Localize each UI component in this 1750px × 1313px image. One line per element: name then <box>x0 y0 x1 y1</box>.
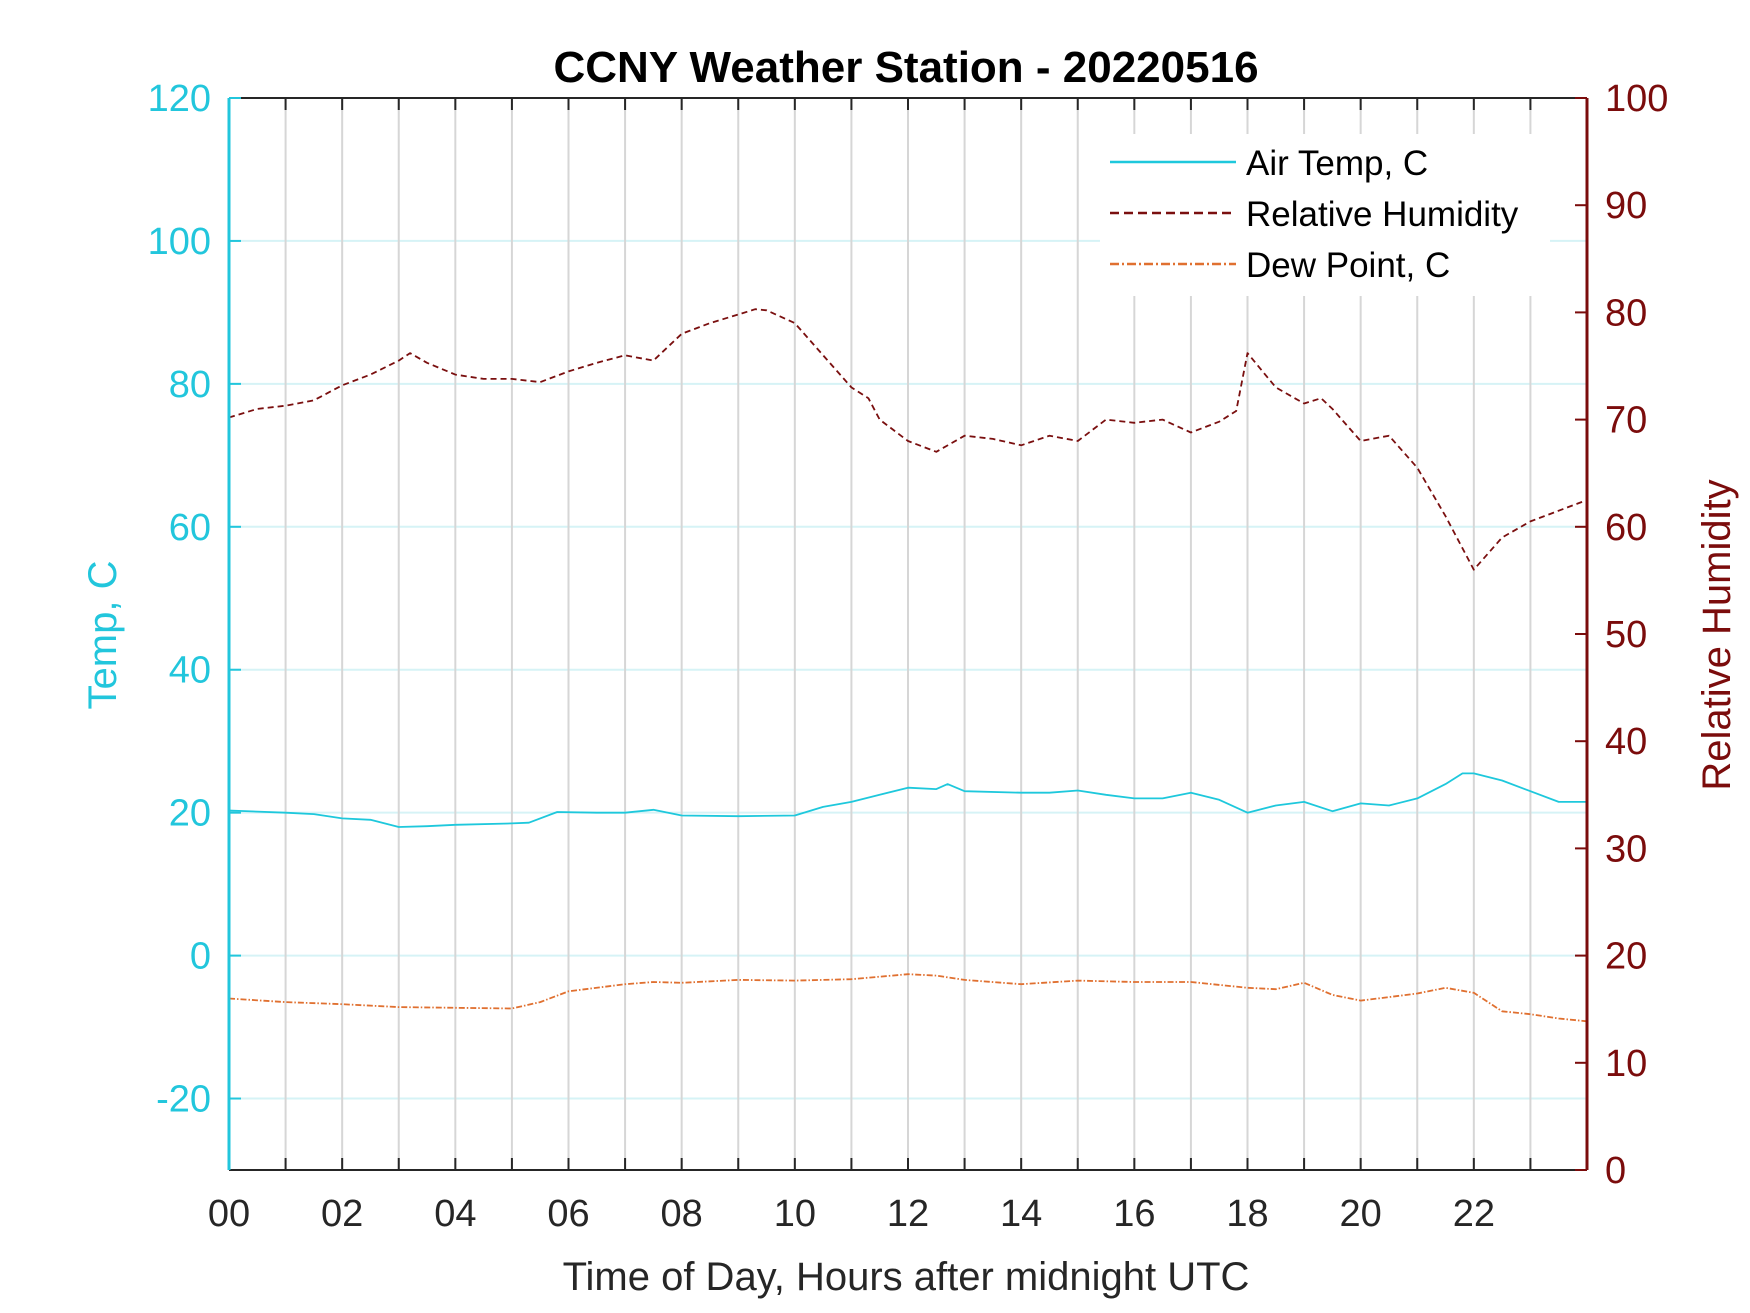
x-tick-label: 12 <box>887 1193 929 1235</box>
x-tick-label: 22 <box>1453 1193 1495 1235</box>
y-left-tick-label: -20 <box>156 1079 211 1121</box>
series-lines <box>228 308 1588 1023</box>
x-tick-label: 18 <box>1226 1193 1268 1235</box>
x-tick-label: 20 <box>1340 1193 1382 1235</box>
y-right-tick-label: 20 <box>1605 936 1647 978</box>
x-tick-label: 16 <box>1113 1193 1155 1235</box>
y-right-tick-label: 100 <box>1605 78 1668 120</box>
x-tick-label: 04 <box>434 1193 476 1235</box>
legend-label-air-temp: Air Temp, C <box>1246 144 1428 183</box>
chart-title: CCNY Weather Station - 20220516 <box>553 43 1258 92</box>
series-line-dew-point-c <box>228 973 1588 1023</box>
x-tick-label: 06 <box>547 1193 589 1235</box>
y-left-tick-label: 0 <box>190 936 211 978</box>
series-line-air-temp-c <box>228 772 1587 828</box>
x-tick-label: 08 <box>661 1193 703 1235</box>
ticks: 00 02 04 06 08 10 12 14 16 18 20 22-200204060801001… <box>148 78 1669 1235</box>
legend-label-dew-point: Dew Point, C <box>1246 246 1450 285</box>
y-right-tick-label: 50 <box>1605 614 1647 656</box>
y-left-tick-label: 20 <box>169 793 211 835</box>
x-tick-label: 10 <box>774 1193 816 1235</box>
y-axis-right-label: Relative Humidity <box>1695 479 1739 790</box>
y-left-tick-label: 60 <box>169 507 211 549</box>
y-left-tick-label: 100 <box>148 221 211 263</box>
y-right-tick-label: 10 <box>1605 1043 1647 1085</box>
y-right-tick-label: 80 <box>1605 292 1647 334</box>
y-right-tick-label: 90 <box>1605 185 1647 227</box>
x-tick-label: 14 <box>1000 1193 1042 1235</box>
series-line-relative-humidity <box>228 308 1588 571</box>
x-tick-label: 02 <box>321 1193 363 1235</box>
y-axis-left-label: Temp, C <box>81 561 125 710</box>
y-left-tick-label: 40 <box>169 650 211 692</box>
x-axis-label: Time of Day, Hours after midnight UTC <box>563 1255 1250 1299</box>
legend: Air Temp, C Relative Humidity Dew Point,… <box>1100 134 1550 296</box>
x-tick-label: 00 <box>208 1193 250 1235</box>
y-right-tick-label: 60 <box>1605 507 1647 549</box>
y-right-tick-label: 30 <box>1605 828 1647 870</box>
y-right-tick-label: 40 <box>1605 721 1647 763</box>
legend-label-humidity: Relative Humidity <box>1246 195 1519 234</box>
y-left-tick-label: 120 <box>148 78 211 120</box>
y-left-tick-label: 80 <box>169 364 211 406</box>
grid-lines <box>229 97 1587 1170</box>
y-right-tick-label: 70 <box>1605 400 1647 442</box>
y-right-tick-label: 0 <box>1605 1150 1626 1192</box>
